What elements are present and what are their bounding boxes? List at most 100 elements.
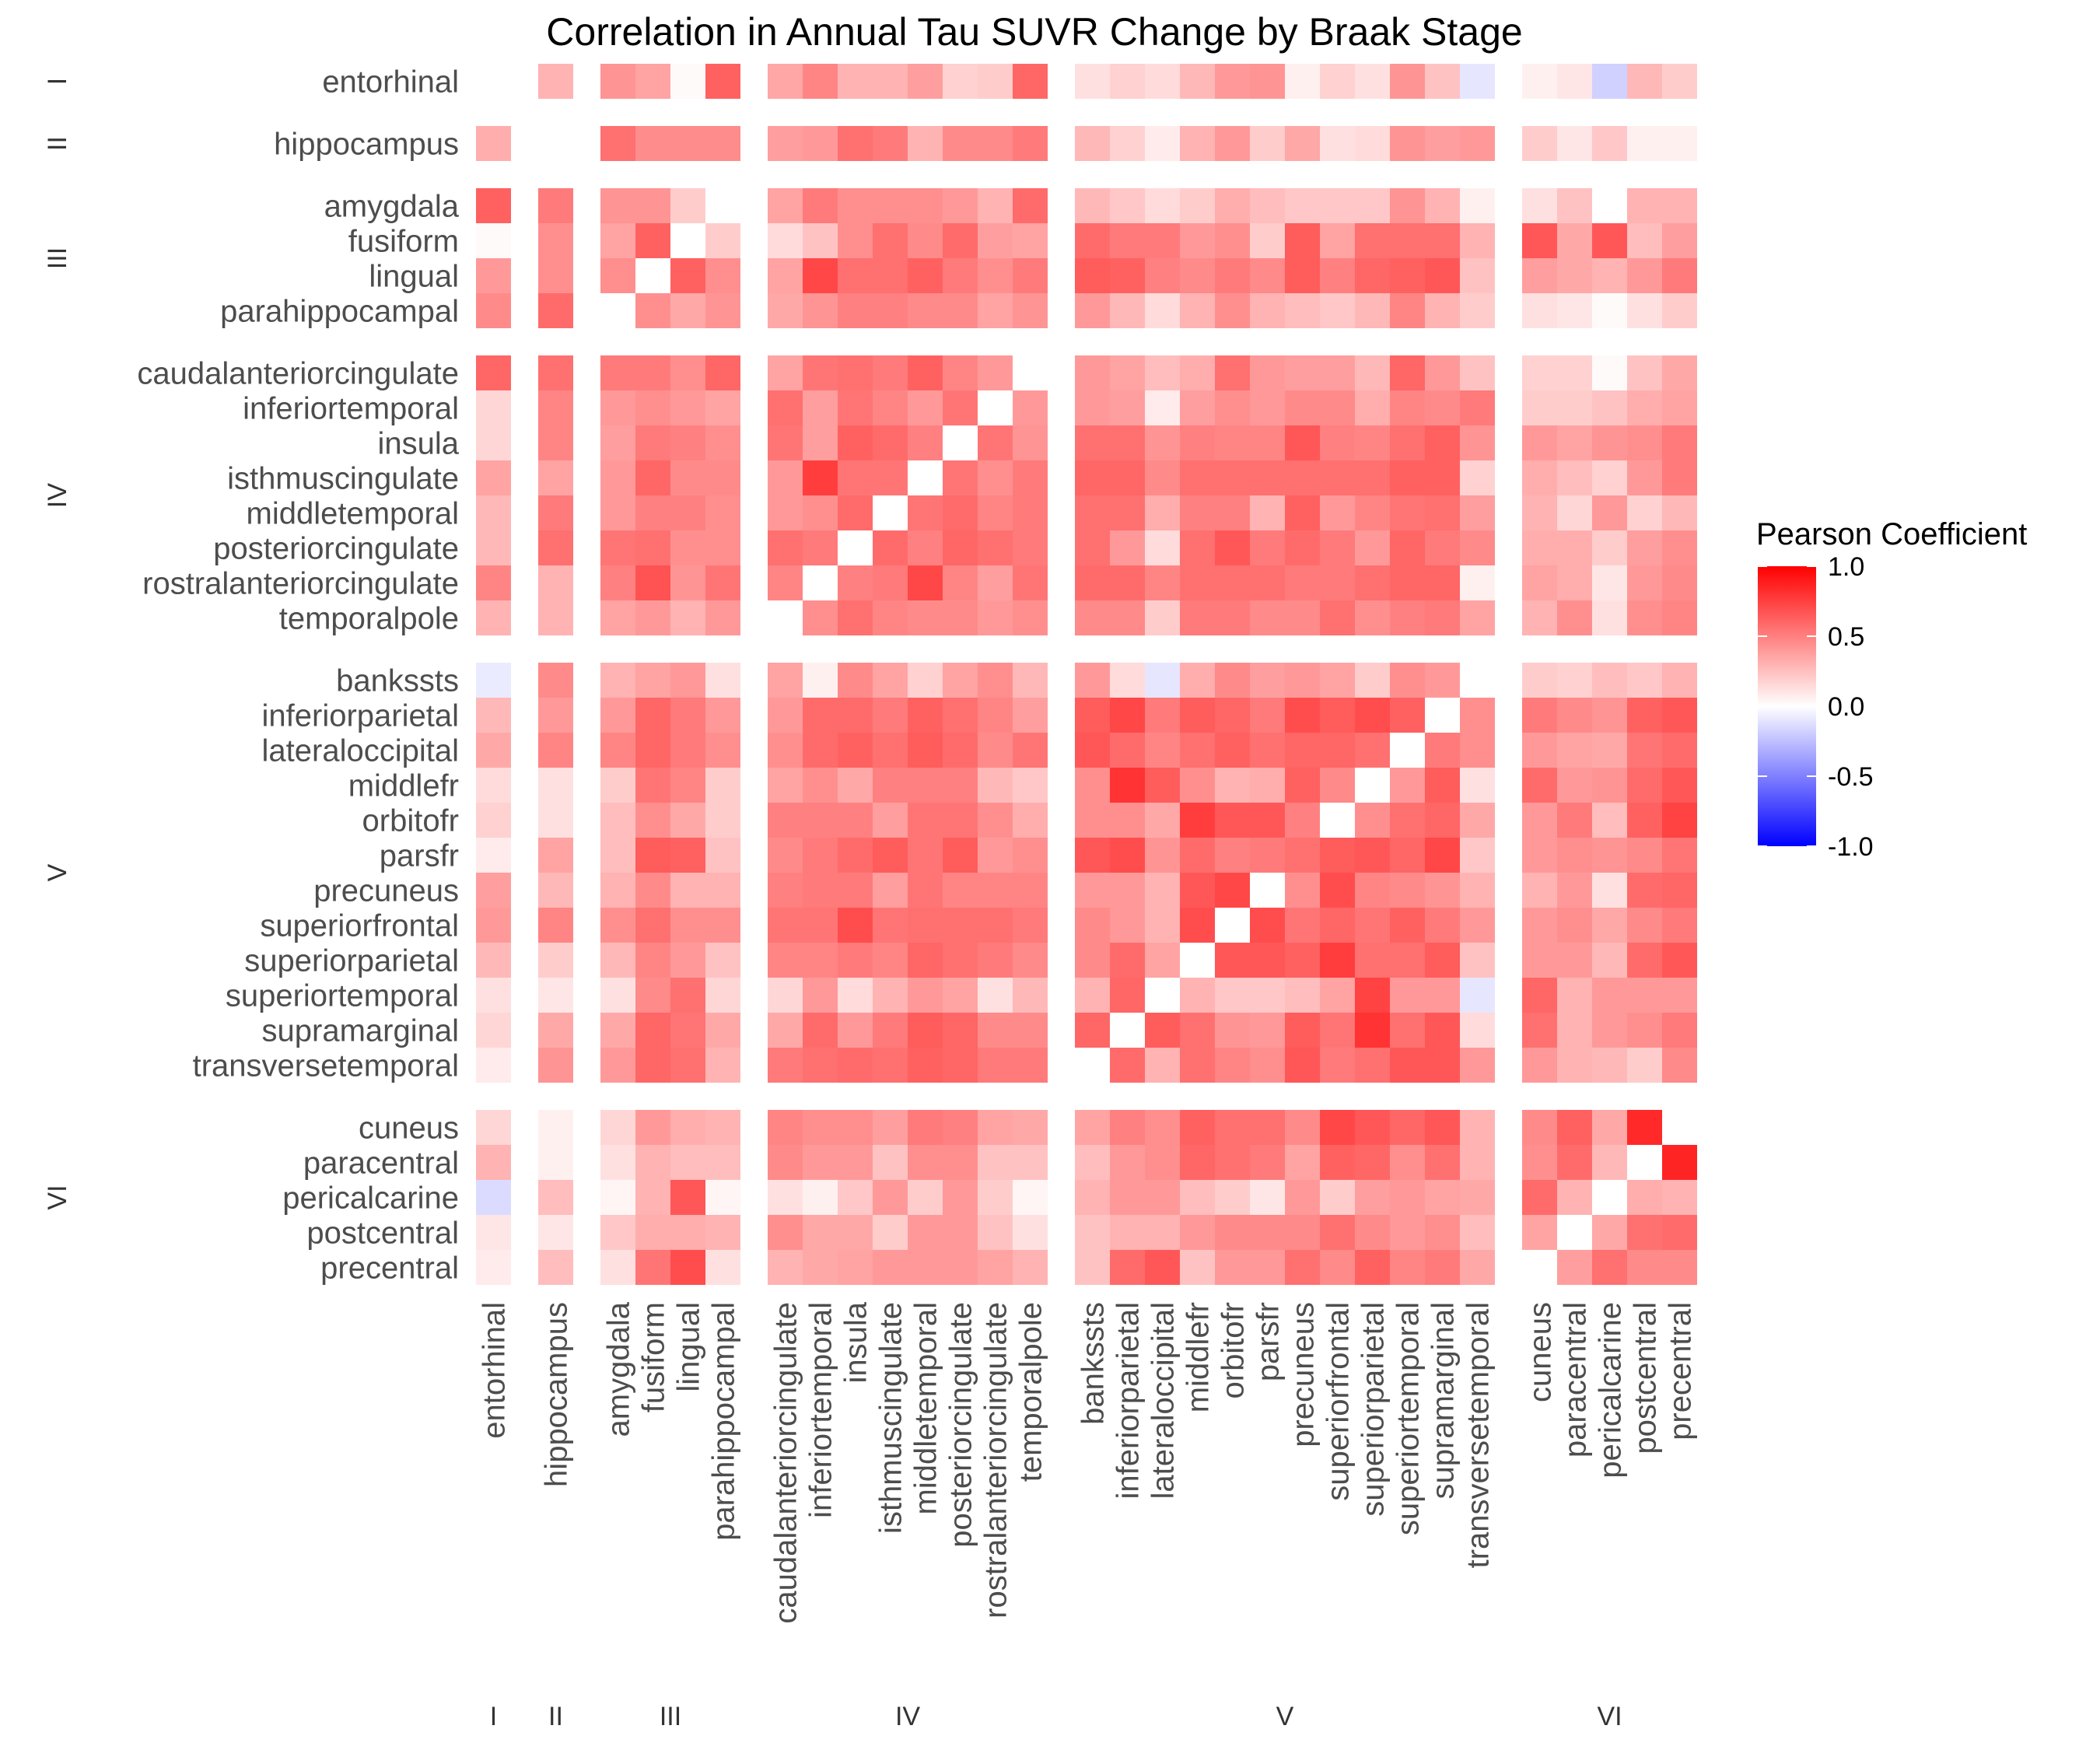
cell-insula-middlefr — [1180, 425, 1215, 460]
cell-bankssts-middlefr — [1180, 663, 1215, 698]
cell-precentral-superiortemporal — [1390, 1250, 1425, 1285]
cell-inferiortemporal-fusiform — [635, 390, 670, 425]
cell-postcentral-precuneus — [1285, 1215, 1320, 1250]
cell-parahippocampal-postcentral — [1627, 293, 1662, 328]
cell-bankssts-parahippocampal — [705, 663, 740, 698]
cell-inferiorparietal-postcentral — [1627, 698, 1662, 733]
cell-superiorfrontal-precentral — [1662, 908, 1697, 943]
cell-superiorparietal-transversetemporal — [1460, 943, 1495, 978]
cell-rostralanteriorcingulate-posteriorcingulate — [943, 565, 978, 600]
cell-isthmuscingulate-transversetemporal — [1460, 460, 1495, 495]
cell-entorhinal-parsfr — [1250, 64, 1285, 99]
cell-supramarginal-fusiform — [635, 1013, 670, 1048]
cell-parsfr-inferiorparietal — [1110, 838, 1145, 873]
cell-hippocampus-supramarginal — [1425, 126, 1460, 161]
cell-rostralanteriorcingulate-precuneus — [1285, 565, 1320, 600]
cell-precentral-lateraloccipital — [1145, 1250, 1180, 1285]
cell-paracentral-parsfr — [1250, 1145, 1285, 1180]
cell-orbitofr-superiorparietal — [1355, 803, 1390, 838]
cell-lateraloccipital-precuneus — [1285, 733, 1320, 768]
cell-entorhinal-lingual — [670, 64, 705, 99]
cell-isthmuscingulate-paracentral — [1557, 460, 1592, 495]
row-label-middlefr: middlefr — [348, 769, 459, 803]
cell-hippocampus-caudalanteriorcingulate — [768, 126, 803, 161]
cell-middletemporal-temporalpole — [1013, 495, 1048, 530]
cell-precentral-parsfr — [1250, 1250, 1285, 1285]
cell-paracentral-cuneus — [1522, 1145, 1557, 1180]
cell-caudalanteriorcingulate-hippocampus — [538, 355, 573, 390]
column-labels: entorhinal hippocampus amygdala fusiform lin… — [478, 1301, 1698, 1623]
cell-rostralanteriorcingulate-superiorparietal — [1355, 565, 1390, 600]
cell-precuneus-lingual — [670, 873, 705, 908]
cell-parahippocampal-supramarginal — [1425, 293, 1460, 328]
cell-parsfr-parahippocampal — [705, 838, 740, 873]
cell-inferiorparietal-parahippocampal — [705, 698, 740, 733]
cell-hippocampus-lateraloccipital — [1145, 126, 1180, 161]
cell-amygdala-superiorparietal — [1355, 188, 1390, 223]
cell-parsfr-transversetemporal — [1460, 838, 1495, 873]
cell-superiortemporal-hippocampus — [538, 978, 573, 1013]
cell-lingual-superiortemporal — [1390, 258, 1425, 293]
cell-superiorparietal-postcentral — [1627, 943, 1662, 978]
cell-parsfr-insula — [838, 838, 873, 873]
cell-hippocampus-amygdala — [600, 126, 635, 161]
cell-pericalcarine-rostralanteriorcingulate — [978, 1180, 1013, 1215]
cell-precentral-isthmuscingulate — [873, 1250, 908, 1285]
cell-hippocampus-bankssts — [1075, 126, 1110, 161]
cell-temporalpole-parsfr — [1250, 600, 1285, 635]
cell-fusiform-lingual — [670, 223, 705, 258]
cell-postcentral-supramarginal — [1425, 1215, 1460, 1250]
cell-lingual-superiorparietal — [1355, 258, 1390, 293]
cell-lingual-middlefr — [1180, 258, 1215, 293]
cell-middletemporal-pericalcarine — [1592, 495, 1627, 530]
cell-middlefr-isthmuscingulate — [873, 768, 908, 803]
cell-supramarginal-precentral — [1662, 1013, 1697, 1048]
cell-paracentral-superiorfrontal — [1320, 1145, 1355, 1180]
cell-amygdala-precuneus — [1285, 188, 1320, 223]
cell-postcentral-middletemporal — [908, 1215, 943, 1250]
cell-paracentral-caudalanteriorcingulate — [768, 1145, 803, 1180]
cell-inferiorparietal-cuneus — [1522, 698, 1557, 733]
cell-pericalcarine-superiorfrontal — [1320, 1180, 1355, 1215]
cell-rostralanteriorcingulate-bankssts — [1075, 565, 1110, 600]
cell-caudalanteriorcingulate-entorhinal — [476, 355, 511, 390]
legend: Pearson Coefficient 1.0 0.5 0.0 -0.5 -1.0 — [1756, 517, 2027, 862]
cell-isthmuscingulate-postcentral — [1627, 460, 1662, 495]
col-stage-IV: IV — [895, 1702, 920, 1731]
cell-entorhinal-rostralanteriorcingulate — [978, 64, 1013, 99]
cell-caudalanteriorcingulate-precentral — [1662, 355, 1697, 390]
cell-temporalpole-cuneus — [1522, 600, 1557, 635]
cell-supramarginal-parsfr — [1250, 1013, 1285, 1048]
cell-bankssts-orbitofr — [1215, 663, 1250, 698]
cell-orbitofr-postcentral — [1627, 803, 1662, 838]
cell-temporalpole-fusiform — [635, 600, 670, 635]
cell-amygdala-insula — [838, 188, 873, 223]
cell-temporalpole-middletemporal — [908, 600, 943, 635]
cell-superiortemporal-fusiform — [635, 978, 670, 1013]
cell-supramarginal-insula — [838, 1013, 873, 1048]
cell-bankssts-middletemporal — [908, 663, 943, 698]
cell-superiorfrontal-transversetemporal — [1460, 908, 1495, 943]
cell-middletemporal-inferiortemporal — [803, 495, 838, 530]
cell-amygdala-rostralanteriorcingulate — [978, 188, 1013, 223]
cell-posteriorcingulate-rostralanteriorcingulate — [978, 530, 1013, 565]
cell-pericalcarine-entorhinal — [476, 1180, 511, 1215]
cell-parsfr-temporalpole — [1013, 838, 1048, 873]
cell-pericalcarine-posteriorcingulate — [943, 1180, 978, 1215]
cell-parahippocampal-precuneus — [1285, 293, 1320, 328]
cell-posteriorcingulate-supramarginal — [1425, 530, 1460, 565]
cell-lateraloccipital-caudalanteriorcingulate — [768, 733, 803, 768]
cell-inferiorparietal-transversetemporal — [1460, 698, 1495, 733]
cell-middlefr-fusiform — [635, 768, 670, 803]
cell-inferiorparietal-isthmuscingulate — [873, 698, 908, 733]
cell-pericalcarine-postcentral — [1627, 1180, 1662, 1215]
cell-isthmuscingulate-supramarginal — [1425, 460, 1460, 495]
cell-insula-superiorparietal — [1355, 425, 1390, 460]
cell-paracentral-entorhinal — [476, 1145, 511, 1180]
cell-posteriorcingulate-hippocampus — [538, 530, 573, 565]
cell-transversetemporal-isthmuscingulate — [873, 1048, 908, 1083]
cell-middletemporal-fusiform — [635, 495, 670, 530]
cell-inferiorparietal-supramarginal — [1425, 698, 1460, 733]
cell-precuneus-superiortemporal — [1390, 873, 1425, 908]
cell-cuneus-cuneus — [1522, 1110, 1557, 1145]
